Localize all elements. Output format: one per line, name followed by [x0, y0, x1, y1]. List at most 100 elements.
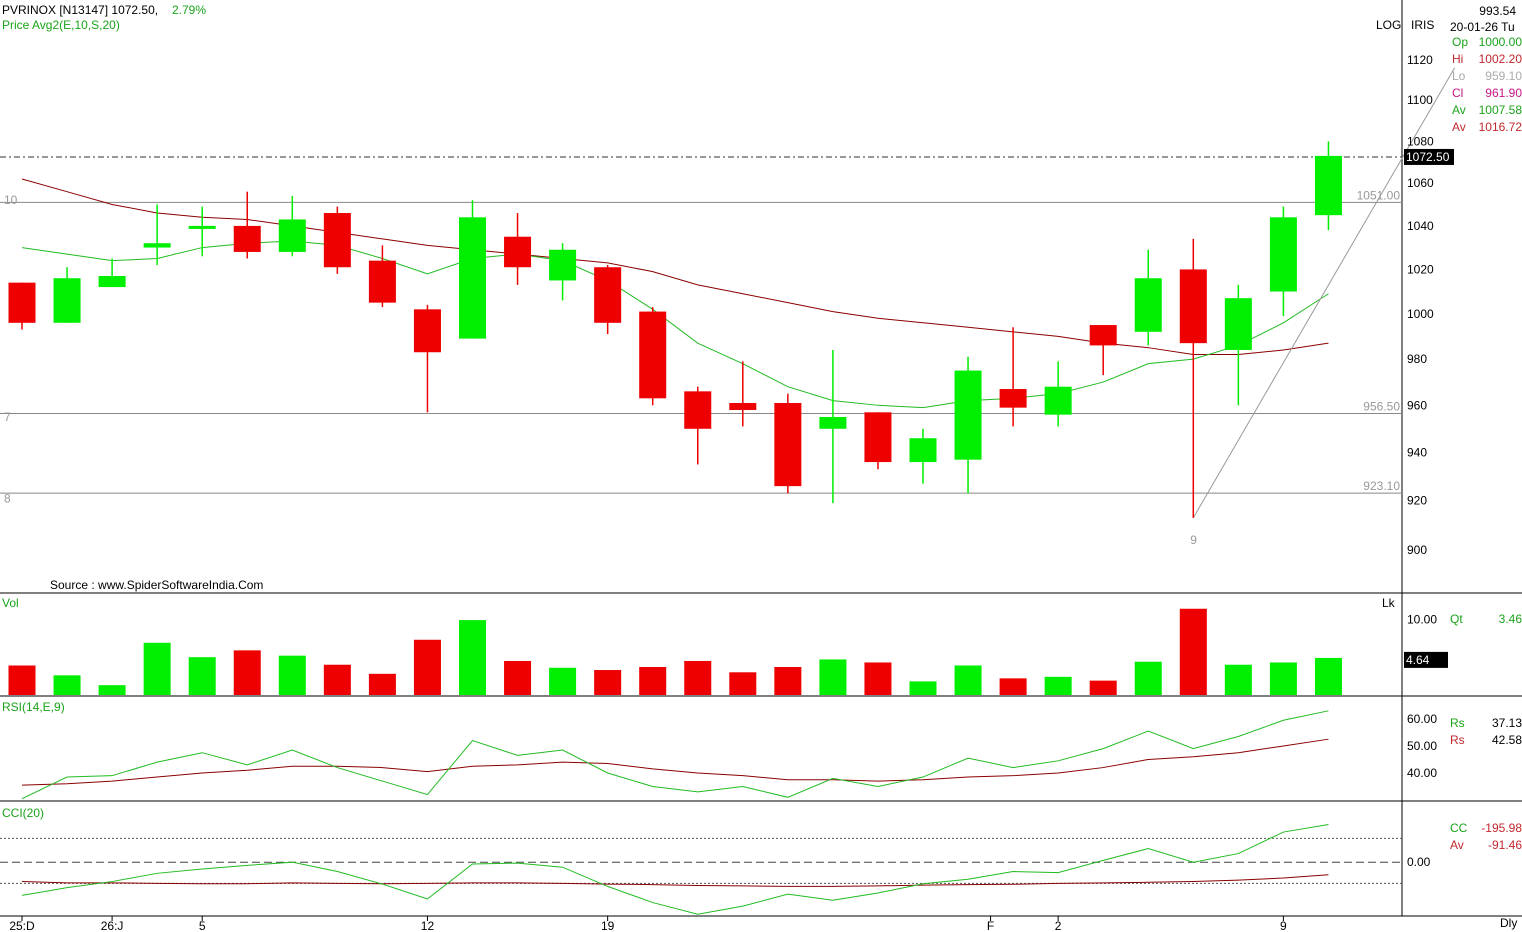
candle-body [864, 412, 892, 463]
volume-bar [594, 670, 622, 695]
volume-bar [1134, 661, 1162, 695]
rsi-label-2: Rs [1450, 733, 1465, 747]
volume-bar [1044, 676, 1072, 695]
price-tick-label: 940 [1407, 445, 1427, 459]
level-marker: 7 [4, 410, 11, 424]
price-tick-label: 1040 [1407, 219, 1434, 233]
rsi-readout-2: Rs 42.58 [1450, 733, 1522, 749]
rsi-tick-label: 60.00 [1407, 712, 1437, 726]
date-tick-label: 19 [601, 919, 615, 932]
cci-value-2: -91.46 [1487, 838, 1522, 852]
volume-title: Vol [2, 596, 19, 610]
period-label[interactable]: Dly [1500, 916, 1518, 930]
info-value: 1000.00 [1478, 35, 1522, 49]
volume-bar [639, 667, 667, 695]
trendline [1192, 67, 1456, 519]
volume-bar [954, 665, 982, 695]
change-percent: 2.79% [172, 3, 207, 17]
info-row: Op 1000.00 [1452, 35, 1522, 51]
volume-bar [459, 620, 486, 695]
volume-bar [819, 659, 847, 695]
cci-line [21, 824, 1329, 915]
cci-label-1: CC [1450, 821, 1468, 835]
candle-body [1269, 217, 1297, 292]
rsi-readout-1: Rs 37.13 [1450, 716, 1522, 732]
volume-bar [909, 681, 937, 695]
qt-readout: Qt 3.46 [1450, 612, 1522, 628]
candle-body [323, 213, 351, 268]
volume-bar [549, 667, 577, 695]
ma-fast-line [21, 240, 1329, 409]
symbol-label: PVRINOX [N13147] 1072.50, [2, 3, 158, 17]
cci-readout-1: CC -195.98 [1450, 821, 1522, 837]
level-label: 956.50 [1363, 399, 1400, 413]
candle-body [684, 391, 712, 429]
info-value: 961.90 [1485, 86, 1522, 100]
cci-title: CCI(20) [2, 806, 44, 820]
top-value: 993.54 [1479, 4, 1516, 18]
date-tick-label: 12 [421, 919, 435, 932]
last-price: 1072.50, [111, 3, 159, 17]
candle-body [729, 402, 757, 410]
cci-tick-label: 0.00 [1407, 855, 1431, 869]
candle-body [639, 311, 667, 399]
candle-body [954, 370, 982, 460]
info-value: 1016.72 [1478, 120, 1522, 134]
last-price-tag-bg [1404, 148, 1454, 165]
qt-label: Qt [1450, 612, 1463, 626]
price-tick-label: 980 [1407, 352, 1427, 366]
candle-body [999, 389, 1027, 408]
volume-unit: Lk [1382, 596, 1396, 610]
volume-bar [143, 642, 171, 695]
candle-body [143, 243, 171, 248]
level-label: 923.10 [1363, 479, 1400, 493]
price-tick-label: 1000 [1407, 307, 1434, 321]
log-scale-toggle[interactable]: LOG [1376, 18, 1402, 32]
volume-bar [1179, 608, 1207, 695]
price-tick-label: 1100 [1407, 93, 1433, 107]
candle-body [1089, 325, 1117, 346]
volume-tick-label: 10.00 [1407, 612, 1437, 626]
rsi-signal-line [21, 738, 1329, 786]
info-value: 1002.20 [1478, 52, 1522, 66]
iris-label[interactable]: IRIS [1411, 18, 1435, 32]
candle-body [1044, 386, 1072, 415]
moving-average-label: Price Avg2(E,10,S,20) [2, 18, 120, 32]
volume-bar [323, 664, 351, 695]
candle-body [368, 260, 396, 303]
price-tick-label: 1080 [1407, 134, 1434, 148]
rsi-line [21, 710, 1329, 800]
candle-body [53, 278, 81, 323]
volume-bar [278, 655, 306, 695]
symbol-name: PVRINOX [N13147] [2, 3, 109, 17]
price-tick-label: 1060 [1407, 176, 1434, 190]
volume-tag: 4.64 [1406, 653, 1430, 667]
candle-body [819, 417, 847, 429]
volume-bar [1224, 664, 1252, 695]
price-tick-label: 960 [1407, 398, 1427, 412]
date-label: 20-01-26 Tu [1450, 20, 1515, 34]
volume-bar [774, 667, 802, 695]
volume-bar [1089, 680, 1117, 695]
volume-tag-bg [1404, 651, 1448, 668]
candle-body [278, 219, 306, 252]
price-tick-label: 900 [1407, 543, 1427, 557]
rsi-value-2: 42.58 [1491, 733, 1522, 747]
price-tick-label: 1120 [1407, 53, 1433, 67]
info-label: Av [1452, 120, 1466, 134]
candle-body [413, 309, 441, 353]
level-marker: 10 [4, 193, 18, 207]
volume-bar [864, 662, 892, 695]
level-marker: 8 [4, 491, 11, 505]
candle-body [8, 282, 36, 323]
rsi-tick-label: 50.00 [1407, 739, 1437, 753]
volume-bar [98, 685, 126, 695]
rsi-title: RSI(14,E,9) [2, 700, 65, 714]
info-row: Av 1016.72 [1452, 120, 1522, 136]
volume-bar [1269, 662, 1297, 695]
last-price-tag: 1072.50 [1406, 150, 1450, 164]
candle-body [504, 236, 532, 268]
candle-body [98, 276, 126, 288]
date-tick-label: 25:D [9, 919, 35, 932]
